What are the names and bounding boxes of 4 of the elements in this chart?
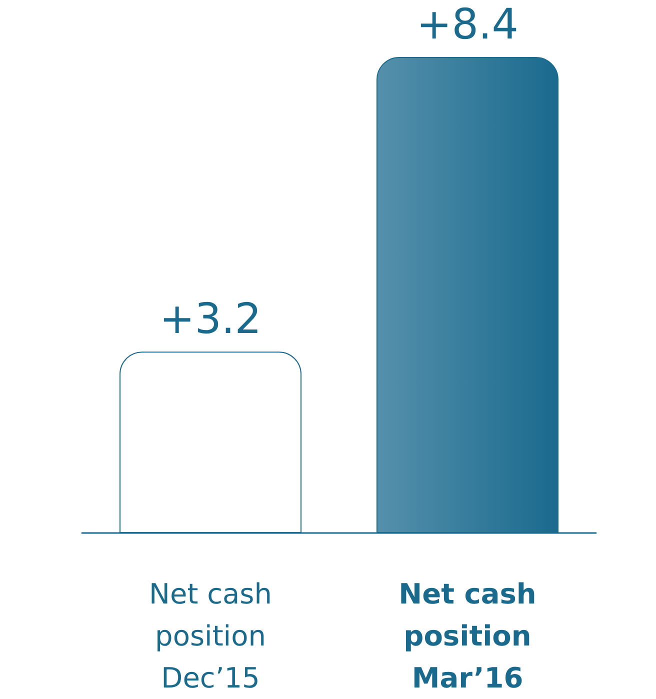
data-label: +8.4 (416, 0, 518, 48)
data-label: +3.2 (160, 294, 262, 344)
x-tick-label: Net cash position Mar’16 (398, 578, 536, 694)
x-tick-label: Net cash position Dec’15 (149, 578, 272, 694)
